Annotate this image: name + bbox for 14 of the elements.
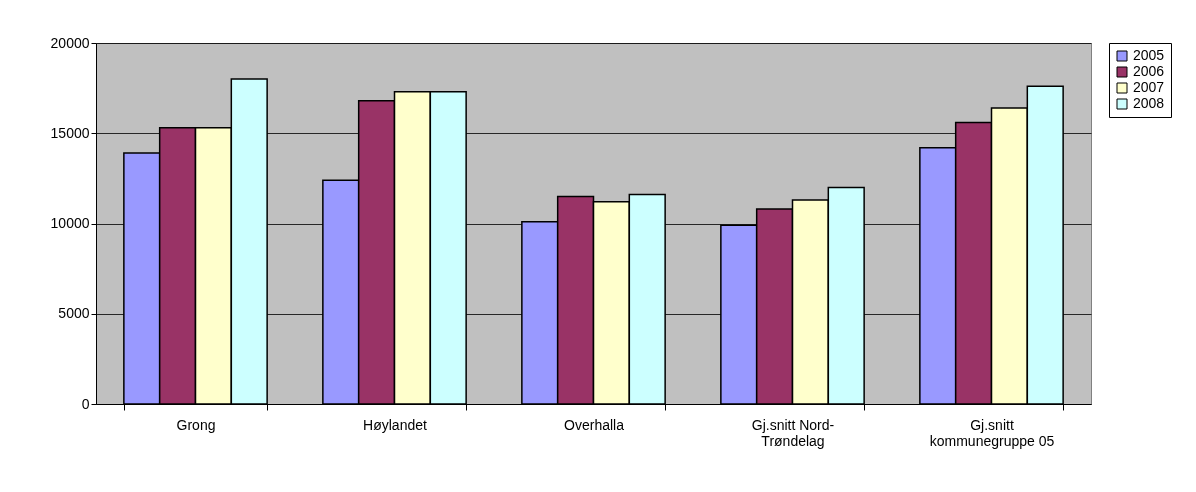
y-tick-label: 10000 — [50, 215, 90, 231]
x-tick-label: Gj.snitt Nord- Trøndelag — [751, 416, 835, 449]
legend-label: 2005 — [1133, 47, 1165, 63]
x-tick-label: Grong — [176, 416, 216, 433]
y-tick-label: 0 — [81, 395, 90, 412]
legend-label: 2008 — [1133, 95, 1165, 111]
legend-label: 2006 — [1133, 63, 1165, 79]
y-tick-label: 15000 — [50, 124, 90, 141]
y-tick-label: 5000 — [58, 305, 90, 322]
y-tick-label: 20000 — [50, 34, 90, 51]
x-tick-label: Gj.snitt kommunegruppe 05 — [929, 416, 1055, 449]
legend-label: 2007 — [1133, 79, 1165, 95]
x-tick-label: Overhalla — [564, 416, 625, 433]
x-tick-label: Høylandet — [363, 416, 428, 433]
